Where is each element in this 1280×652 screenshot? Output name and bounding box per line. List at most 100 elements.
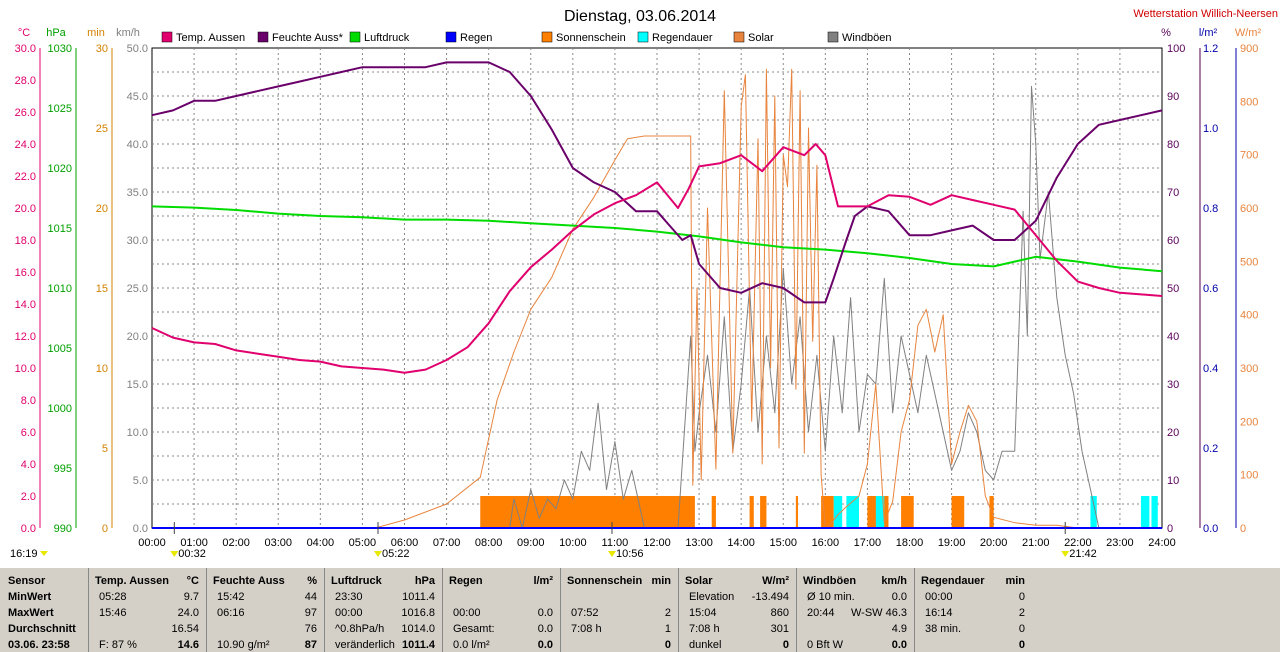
legend-label-1: Feuchte Auss* <box>272 32 344 44</box>
stats-pres-value-0: 1011.4 <box>402 591 435 603</box>
x-tick-16: 16:00 <box>812 537 840 549</box>
axis-hpa-tick-4: 1010 <box>48 283 72 295</box>
stats-unit-pres: hPa <box>414 575 435 587</box>
stats-raindur-time-2: 38 min. <box>925 623 962 635</box>
stats-raindur-time-0: 00:00 <box>925 591 953 603</box>
axis-temp-tick-14: 2.0 <box>21 491 36 503</box>
stats-rain-time-2: Gesamt: <box>453 623 495 635</box>
legend-swatch-6 <box>733 31 745 43</box>
legend-label-3: Regen <box>460 32 492 44</box>
legend-swatch-1 <box>257 31 269 43</box>
sunshine-bar-16 <box>951 496 965 528</box>
axis-wm2-tick-2: 700 <box>1240 150 1258 162</box>
axis-temp-tick-5: 20.0 <box>15 203 36 215</box>
stats-temp-time-1: 15:46 <box>99 607 127 619</box>
axis-wm2-tick-7: 200 <box>1240 416 1258 428</box>
stats-temp-value-2: 16.54 <box>171 623 199 635</box>
legend-swatch-7 <box>827 31 839 43</box>
x-tick-12: 12:00 <box>643 537 671 549</box>
stats-solar-time-3: dunkel <box>689 639 722 651</box>
axis-pct-tick-6: 40 <box>1167 331 1179 343</box>
axis-lm2-tick-2: 0.8 <box>1203 203 1218 215</box>
marker-left-icon <box>40 551 48 556</box>
stats-pres-value-3: 1011.4 <box>401 639 435 651</box>
stats-unit-rain: l/m² <box>533 575 553 587</box>
axis-wm2-tick-3: 600 <box>1240 203 1258 215</box>
stats-pres-value-2: 1014.0 <box>401 623 435 635</box>
stats-hum-time-3: 10.90 g/m² <box>217 639 270 651</box>
x-tick-18: 18:00 <box>896 537 924 549</box>
stats-sun-value-3: 0 <box>664 639 671 651</box>
axis-min-tick-5: 5 <box>102 443 108 455</box>
stats-header-pres: Luftdruck <box>331 575 382 587</box>
rain-duration-bar-4 <box>875 496 885 528</box>
stats-wind-time-1: 20:44 <box>807 607 835 619</box>
x-tick-10: 10:00 <box>559 537 587 549</box>
axis-unit-hpa: hPa <box>46 27 66 39</box>
stats-table: Sensor MinWert MaxWert Durchschnitt 03.0… <box>0 568 1280 652</box>
stats-wind-value-3: 0.0 <box>891 639 907 651</box>
axis-lm2-tick-1: 1.0 <box>1203 123 1218 135</box>
axis-hpa-tick-3: 1015 <box>48 223 72 235</box>
axis-temp-tick-3: 24.0 <box>15 139 36 151</box>
x-tick-0: 00:00 <box>138 537 166 549</box>
temperature-line <box>151 143 1163 374</box>
axis-pct-tick-4: 60 <box>1167 235 1179 247</box>
stats-hum-value-2: 76 <box>304 623 317 635</box>
x-tick-6: 06:00 <box>391 537 419 549</box>
axis-pct-tick-2: 80 <box>1167 139 1179 151</box>
stats-solar-value-1: 860 <box>770 607 789 619</box>
axis-temp-tick-9: 12.0 <box>15 331 36 343</box>
axis-pct-tick-8: 20 <box>1167 427 1179 439</box>
axis-temp-tick-10: 10.0 <box>15 363 36 375</box>
axis-unit-wm2: W/m² <box>1235 27 1262 39</box>
x-tick-11: 11:00 <box>602 537 629 549</box>
stats-unit-sun: min <box>651 575 671 587</box>
axis-wm2-tick-0: 900 <box>1240 43 1258 55</box>
stats-rain-time-1: 00:00 <box>453 607 481 619</box>
stats-temp-value-0: 9.7 <box>183 591 199 603</box>
weather-chart: Dienstag, 03.06.2014 Wetterstation Willic… <box>10 8 1278 560</box>
x-tick-9: 09:00 <box>517 537 545 549</box>
sunshine-bar-6 <box>760 496 767 528</box>
axis-min-tick-3: 15 <box>96 283 108 295</box>
stats-header-rain: Regen <box>449 575 483 587</box>
stats-unit-wind: km/h <box>881 575 907 587</box>
stats-column-solar: Solar W/m² Elevation -13.494 15:04 860 7:08 h 3… <box>678 568 797 652</box>
stats-solar-value-0: -13.494 <box>751 591 789 603</box>
axis-wm2-tick-6: 300 <box>1240 363 1258 375</box>
stats-temp-value-1: 24.0 <box>177 607 199 619</box>
stats-pres-time-0: 23:30 <box>335 591 363 603</box>
sunshine-bar-8 <box>795 496 798 528</box>
stats-unit-temp: °C <box>186 575 199 587</box>
stats-column-rain: Regen l/m² 00:00 0.0 Gesamt: 0.0 0.0 l/m² 0.0 <box>442 568 561 652</box>
stats-raindur-value-2: 0 <box>1018 623 1025 635</box>
stats-column-raindur: Regendauer min 00:00 0 16:14 2 38 min. 0 0 <box>914 568 1033 652</box>
stats-hum-time-1: 06:16 <box>217 607 245 619</box>
stats-wind-value-1: W-SW 46.3 <box>850 607 907 619</box>
stats-header-raindur: Regendauer <box>921 575 985 587</box>
axis-hpa-tick-5: 1005 <box>48 343 72 355</box>
axis-kmh-tick-3: 35.0 <box>127 187 148 199</box>
stats-sun-time-2: 7:08 h <box>571 623 602 635</box>
stats-sun-value-2: 1 <box>664 623 671 635</box>
axis-kmh-tick-8: 10.0 <box>127 427 148 439</box>
stats-label-avg: Durchschnitt <box>8 623 76 635</box>
stats-label-max: MaxWert <box>8 607 54 619</box>
axis-unit-temp: °C <box>18 27 30 39</box>
legend-swatch-2 <box>349 31 361 43</box>
gust-line <box>152 85 1162 529</box>
axis-temp-tick-11: 8.0 <box>21 395 36 407</box>
stats-solar-value-3: 0 <box>782 639 789 651</box>
axis-lm2-tick-6: 0.0 <box>1203 523 1218 535</box>
stats-raindur-time-1: 16:14 <box>925 607 953 619</box>
x-tick-3: 03:00 <box>264 537 292 549</box>
stats-column-hum: Feuchte Auss% 15:42 44 06:16 97 76 10.90 g/m² 8… <box>206 568 325 652</box>
stats-wind-value-2: 4.9 <box>891 623 907 635</box>
stats-rain-value-1: 0.0 <box>537 607 553 619</box>
axis-kmh-tick-9: 5.0 <box>133 475 148 487</box>
stats-raindur-value-1: 2 <box>1018 607 1025 619</box>
x-tick-23: 23:00 <box>1106 537 1134 549</box>
stats-wind-time-3: 0 Bft W <box>807 639 844 651</box>
